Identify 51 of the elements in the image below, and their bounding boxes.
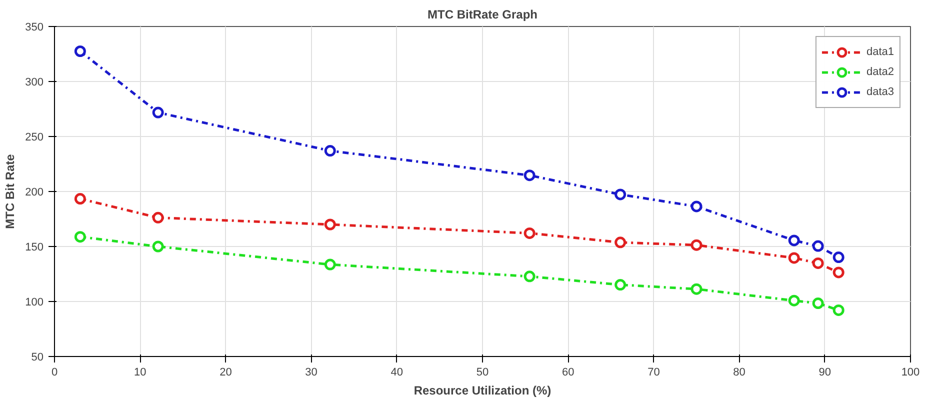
y-tick-label: 250 (25, 132, 44, 144)
y-tick-label: 50 (31, 352, 44, 364)
point (524, 227, 536, 239)
point (324, 258, 336, 270)
point (690, 200, 702, 212)
point (812, 240, 824, 252)
point (74, 193, 86, 204)
legend-label: data2 (866, 66, 894, 78)
chart-title: MTC BitRate Graph (428, 8, 538, 22)
point (788, 294, 800, 306)
y-axis-title: MTC Bit Rate (3, 154, 18, 229)
point (324, 145, 336, 157)
point (614, 188, 626, 200)
x-tick-label: 80 (733, 366, 746, 378)
point (152, 106, 164, 118)
point (812, 298, 824, 309)
point (524, 270, 536, 282)
point (614, 236, 626, 248)
x-tick-label: 0 (51, 366, 58, 378)
x-tick-label: 10 (134, 366, 146, 378)
x-tick-label: 50 (476, 366, 489, 378)
point (614, 279, 626, 291)
x-tick-label: 100 (901, 366, 920, 378)
point (152, 212, 164, 224)
legend-label: data1 (866, 46, 894, 58)
x-tick-label: 60 (562, 366, 574, 378)
x-tick-label: 90 (818, 366, 832, 378)
y-tick-label: 100 (25, 296, 44, 308)
point (832, 304, 844, 316)
point (74, 231, 86, 243)
point (152, 240, 164, 252)
x-axis-title: Resource Utilization (%) (414, 384, 552, 398)
y-tick-label: 300 (25, 76, 44, 88)
point (74, 46, 86, 57)
point (324, 218, 336, 230)
legend-label: data3 (866, 86, 894, 98)
point (832, 266, 844, 278)
point (788, 234, 800, 246)
point (690, 239, 702, 251)
x-tick-label: 20 (220, 366, 232, 378)
x-tick-label: 70 (648, 366, 660, 378)
x-tick-label: 30 (305, 366, 318, 378)
point (524, 170, 536, 182)
point (690, 283, 702, 295)
y-tick-label: 150 (25, 242, 44, 254)
y-tick-label: 350 (25, 22, 44, 34)
point (788, 252, 800, 264)
point (832, 252, 844, 264)
x-tick-label: 40 (390, 366, 404, 378)
point (812, 257, 824, 269)
y-tick-label: 200 (25, 186, 44, 198)
